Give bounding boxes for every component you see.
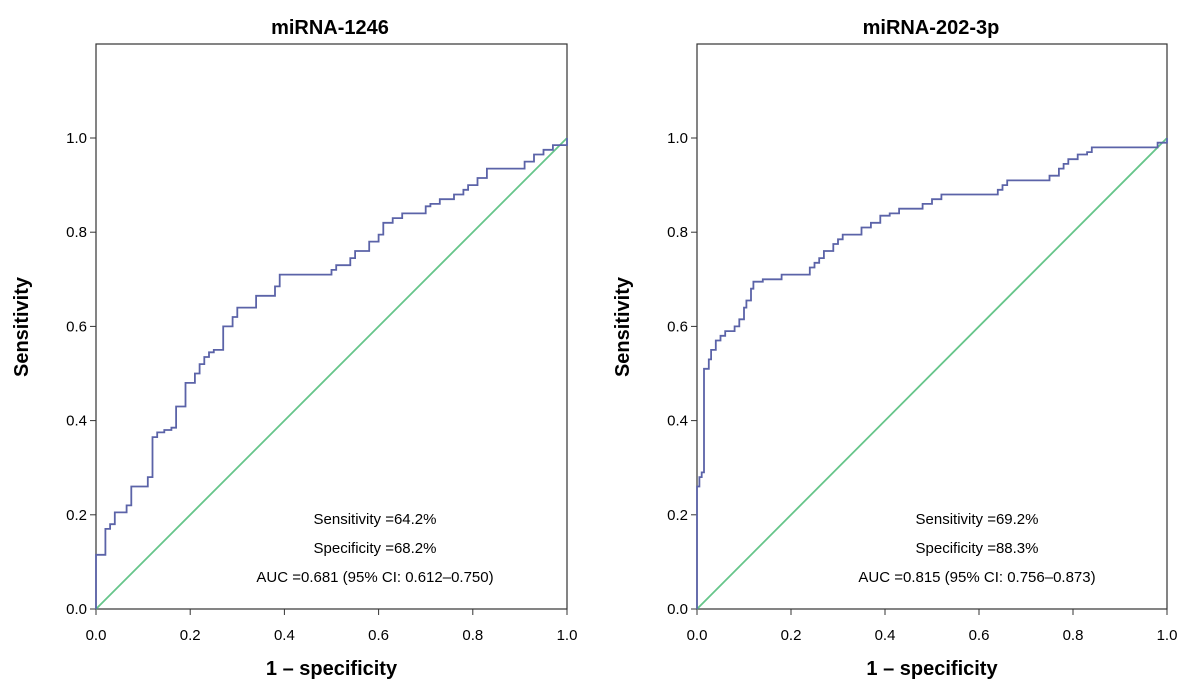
annotation-line: Specificity =68.2% bbox=[314, 540, 437, 557]
y-tick-label: 0.6 bbox=[66, 318, 87, 335]
x-tick-label: 0.4 bbox=[875, 627, 896, 644]
roc-panel-1: miRNA-1246 0.0 0.2 0.4 0.6 0.8 1.0 0.0 0.2 0.4 0.6… bbox=[11, 17, 577, 680]
x-tick-label: 0.4 bbox=[274, 627, 295, 644]
y-tick-label: 0.8 bbox=[667, 224, 688, 241]
reference-line bbox=[696, 137, 1168, 610]
chart-title: miRNA-1246 bbox=[271, 17, 389, 39]
x-tick-label: 1.0 bbox=[557, 627, 578, 644]
y-tick-label: 0.6 bbox=[667, 318, 688, 335]
annotation-line: Sensitivity =69.2% bbox=[916, 511, 1039, 528]
y-tick-label: 1.0 bbox=[667, 130, 688, 147]
x-tick-label: 0.0 bbox=[687, 627, 708, 644]
y-axis-label: Sensitivity bbox=[612, 276, 634, 377]
chart-title: miRNA-202-3p bbox=[863, 17, 1000, 39]
x-tick-label: 0.8 bbox=[462, 627, 483, 644]
y-tick-label: 0.2 bbox=[66, 507, 87, 524]
annotation-line: AUC =0.815 (95% CI: 0.756–0.873) bbox=[858, 569, 1095, 586]
y-tick-label: 0.0 bbox=[667, 601, 688, 618]
x-axis-label: 1 – specificity bbox=[266, 658, 398, 680]
reference-line bbox=[95, 137, 568, 610]
annotation-line: AUC =0.681 (95% CI: 0.612–0.750) bbox=[256, 569, 493, 586]
x-tick-label: 0.8 bbox=[1063, 627, 1084, 644]
roc-curve-series bbox=[95, 138, 568, 609]
x-tick-label: 1.0 bbox=[1157, 627, 1178, 644]
x-tick-label: 0.6 bbox=[969, 627, 990, 644]
annotation-line: Specificity =88.3% bbox=[916, 540, 1039, 557]
y-tick-label: 0.0 bbox=[66, 601, 87, 618]
annotation-line: Sensitivity =64.2% bbox=[314, 511, 437, 528]
y-tick-label: 1.0 bbox=[66, 130, 87, 147]
y-tick-label: 0.8 bbox=[66, 224, 87, 241]
roc-curve-series bbox=[696, 138, 1168, 609]
y-axis-label: Sensitivity bbox=[11, 276, 33, 377]
y-tick-label: 0.4 bbox=[667, 413, 688, 430]
y-tick-label: 0.4 bbox=[66, 413, 87, 430]
roc-panel-2: miRNA-202-3p 0.0 0.2 0.4 0.6 0.8 1.0 0.0 0.2 0.4 0… bbox=[612, 17, 1177, 680]
x-tick-label: 0.0 bbox=[86, 627, 107, 644]
x-tick-label: 0.2 bbox=[180, 627, 201, 644]
x-tick-label: 0.6 bbox=[368, 627, 389, 644]
y-tick-label: 0.2 bbox=[667, 507, 688, 524]
x-axis-label: 1 – specificity bbox=[866, 658, 998, 680]
x-tick-label: 0.2 bbox=[781, 627, 802, 644]
